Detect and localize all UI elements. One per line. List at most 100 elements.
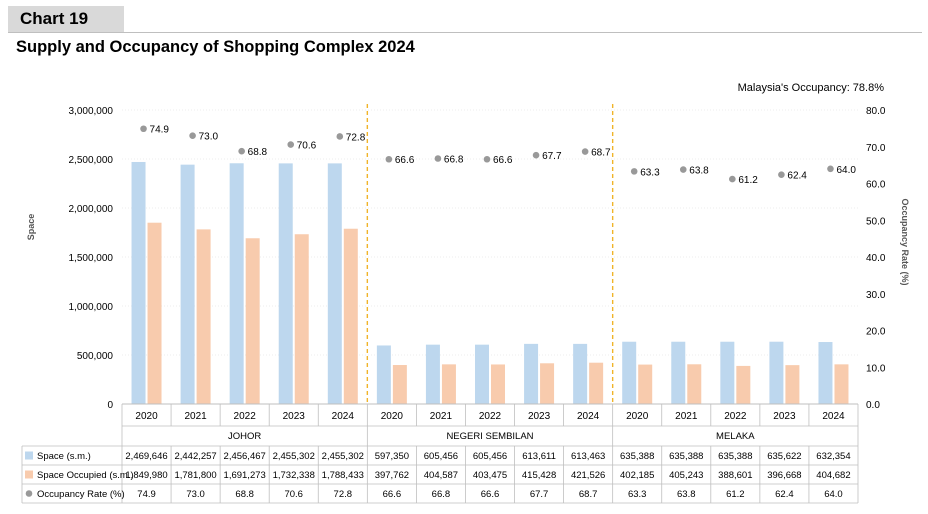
table-cell-value: 635,388 — [669, 451, 703, 462]
year-label: 2023 — [773, 411, 796, 422]
space-bar — [229, 163, 244, 404]
table-cell-value: 405,243 — [669, 470, 703, 481]
table-cell-value: 68.7 — [579, 489, 598, 500]
occupancy-point-label: 63.3 — [640, 167, 660, 178]
y-tick-label: 0 — [107, 400, 113, 411]
y-tick-label: 2,000,000 — [69, 204, 114, 215]
occupancy-point-label: 73.0 — [199, 132, 219, 143]
table-cell-value: 72.8 — [334, 489, 353, 500]
table-cell-value: 402,185 — [620, 470, 654, 481]
occupancy-point — [679, 166, 687, 173]
table-cell-value: 404,682 — [816, 470, 850, 481]
occupancy-point-label: 61.2 — [738, 175, 758, 186]
table-cell-value: 74.9 — [137, 489, 156, 500]
y2-tick-label: 50.0 — [866, 216, 886, 227]
legend-swatch — [25, 451, 33, 460]
legend-swatch — [25, 470, 33, 479]
y2-tick-label: 0.0 — [866, 400, 880, 411]
table-cell-value: 2,456,467 — [224, 451, 266, 462]
year-label: 2022 — [479, 411, 502, 422]
year-label: 2022 — [234, 411, 257, 422]
table-cell-value: 635,388 — [620, 451, 654, 462]
table-cell-value: 396,668 — [767, 470, 801, 481]
space-bar — [425, 344, 440, 404]
table-cell-value: 2,442,257 — [174, 451, 216, 462]
occupancy-point-label: 66.6 — [395, 155, 415, 166]
year-label: 2024 — [577, 411, 600, 422]
occupied-bar — [147, 222, 162, 404]
table-cell-value: 63.8 — [677, 489, 696, 500]
space-bar — [327, 163, 342, 404]
y-tick-label: 2,500,000 — [69, 155, 114, 166]
table-cell-value: 613,611 — [522, 451, 556, 462]
y2-tick-label: 40.0 — [866, 253, 886, 264]
y2-tick-label: 80.0 — [866, 106, 886, 117]
series-name: Occupancy Rate (%) — [37, 489, 125, 500]
group-label: NEGERI SEMBILAN — [446, 431, 533, 442]
occupied-bar — [343, 228, 358, 404]
occupancy-point-label: 66.6 — [493, 155, 513, 166]
occupancy-point — [778, 171, 785, 178]
table-cell-value: 66.8 — [432, 489, 451, 500]
header-divider — [8, 32, 922, 33]
year-label: 2022 — [724, 411, 747, 422]
group-label: MELAKA — [716, 431, 755, 442]
occupied-bar — [294, 234, 309, 404]
table-cell-value: 66.6 — [481, 489, 500, 500]
table-cell-value: 613,463 — [571, 451, 605, 462]
table-cell-value: 63.3 — [628, 489, 647, 500]
malaysia-occupancy-annotation: Malaysia's Occupancy: 78.8% — [738, 82, 885, 94]
table-cell-value: 2,455,302 — [322, 451, 364, 462]
occupied-bar — [834, 364, 849, 404]
occupied-bar — [392, 365, 407, 404]
space-bar — [818, 342, 833, 404]
y-tick-label: 500,000 — [77, 351, 114, 362]
space-bar — [671, 341, 686, 404]
occupied-bar — [441, 364, 456, 404]
occupied-bar — [736, 365, 751, 404]
table-cell-value: 597,350 — [375, 451, 409, 462]
space-bar — [622, 341, 637, 404]
table-cell-value: 73.0 — [186, 489, 205, 500]
y-tick-label: 3,000,000 — [69, 106, 114, 117]
table-cell-value: 1,849,980 — [125, 470, 167, 481]
space-bar — [376, 345, 391, 404]
occupancy-point-label: 70.6 — [297, 141, 317, 152]
occupancy-point-label: 72.8 — [346, 132, 366, 143]
group-label: JOHOR — [228, 431, 261, 442]
occupancy-point — [238, 147, 245, 155]
table-cell-value: 1,788,433 — [322, 470, 364, 481]
occupied-bar — [687, 364, 702, 404]
space-bar — [180, 164, 195, 404]
table-cell-value: 635,622 — [767, 451, 801, 462]
occupancy-point — [729, 175, 736, 183]
occupancy-point-label: 64.0 — [836, 165, 856, 176]
occupancy-point — [827, 165, 834, 173]
occupied-bar — [491, 364, 505, 404]
occupancy-point — [630, 168, 638, 175]
table-cell-value: 605,456 — [473, 451, 507, 462]
y2-tick-label: 20.0 — [866, 327, 886, 338]
occupancy-point-label: 68.7 — [591, 148, 611, 159]
occupancy-points: 74.9 73.0 68.8 70.6 72.8 66.6 66.8 66.6 67.7 68.7… — [140, 125, 856, 186]
table-cell-value: 397,762 — [375, 470, 409, 481]
table-cell-value: 1,691,273 — [224, 470, 266, 481]
series-name: Space (s.m.) — [37, 451, 91, 462]
space-bar — [475, 344, 489, 404]
occupancy-point — [140, 125, 147, 133]
year-label: 2024 — [822, 411, 845, 422]
occupancy-point — [385, 155, 393, 163]
table-cell-value: 70.6 — [284, 489, 303, 500]
y2-tick-label: 60.0 — [866, 180, 886, 191]
occupancy-point-label: 66.8 — [444, 155, 464, 166]
space-bar — [131, 161, 146, 404]
y-axis-title: Space — [26, 214, 36, 241]
year-label: 2020 — [135, 411, 158, 422]
y-tick-label: 1,500,000 — [69, 253, 114, 264]
table-cell-value: 1,732,338 — [273, 470, 315, 481]
occupancy-point — [434, 155, 442, 162]
table-cell-value: 1,781,800 — [174, 470, 216, 481]
data-table: 2020 2021 2022 2023 2024 2020 2021 2022 2023 2024… — [21, 403, 859, 504]
table-cell-value: 403,475 — [473, 470, 507, 481]
occupied-bar — [638, 364, 653, 404]
